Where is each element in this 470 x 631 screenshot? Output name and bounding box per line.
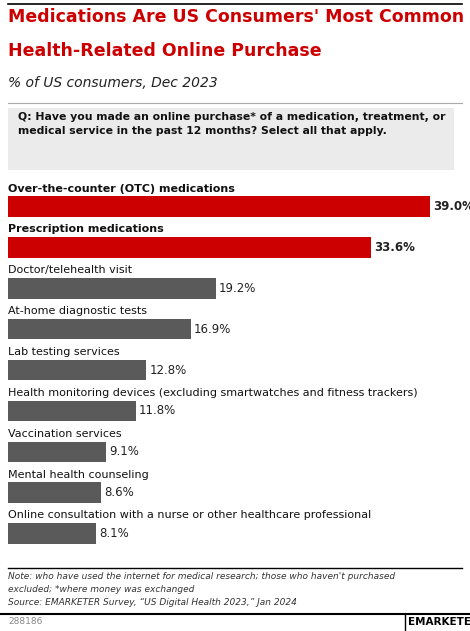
Text: excluded; *where money was exchanged: excluded; *where money was exchanged xyxy=(8,585,195,594)
Text: At-home diagnostic tests: At-home diagnostic tests xyxy=(8,306,147,316)
Text: Over-the-counter (OTC) medications: Over-the-counter (OTC) medications xyxy=(8,184,235,194)
Text: Q: Have you made an online purchase* of a medication, treatment, or
medical serv: Q: Have you made an online purchase* of … xyxy=(18,112,446,136)
Bar xyxy=(8,401,135,421)
Text: 288186: 288186 xyxy=(8,617,42,626)
Bar xyxy=(8,196,430,217)
Text: Lab testing services: Lab testing services xyxy=(8,347,120,357)
Text: Doctor/telehealth visit: Doctor/telehealth visit xyxy=(8,265,132,275)
Bar xyxy=(8,482,101,503)
Text: Note: who have used the internet for medical research; those who haven't purchas: Note: who have used the internet for med… xyxy=(8,572,395,581)
Bar xyxy=(8,278,216,298)
Text: 12.8%: 12.8% xyxy=(149,363,187,377)
Text: Mental health counseling: Mental health counseling xyxy=(8,469,149,480)
Bar xyxy=(8,442,106,462)
Text: 33.6%: 33.6% xyxy=(375,241,415,254)
Text: 8.1%: 8.1% xyxy=(99,527,129,540)
Bar xyxy=(8,237,371,257)
Text: Health-Related Online Purchase: Health-Related Online Purchase xyxy=(8,42,321,60)
Text: % of US consumers, Dec 2023: % of US consumers, Dec 2023 xyxy=(8,76,218,90)
Text: 16.9%: 16.9% xyxy=(194,322,231,336)
Text: 19.2%: 19.2% xyxy=(219,282,256,295)
Text: 39.0%: 39.0% xyxy=(433,200,470,213)
Bar xyxy=(8,360,146,380)
Text: Health monitoring devices (excluding smartwatches and fitness trackers): Health monitoring devices (excluding sma… xyxy=(8,388,418,398)
Text: Online consultation with a nurse or other healthcare professional: Online consultation with a nurse or othe… xyxy=(8,510,371,521)
Text: 9.1%: 9.1% xyxy=(110,445,140,458)
Text: Prescription medications: Prescription medications xyxy=(8,225,164,234)
Text: Vaccination services: Vaccination services xyxy=(8,428,122,439)
Text: Source: EMARKETER Survey, “US Digital Health 2023,” Jan 2024: Source: EMARKETER Survey, “US Digital He… xyxy=(8,598,297,607)
Bar xyxy=(8,319,191,339)
Text: Medications Are US Consumers' Most Common: Medications Are US Consumers' Most Commo… xyxy=(8,8,464,26)
Text: EM: EM xyxy=(376,618,394,628)
Text: 11.8%: 11.8% xyxy=(139,404,176,417)
Text: 8.6%: 8.6% xyxy=(104,486,134,499)
Text: EMARKETER: EMARKETER xyxy=(408,617,470,627)
Bar xyxy=(8,523,95,544)
